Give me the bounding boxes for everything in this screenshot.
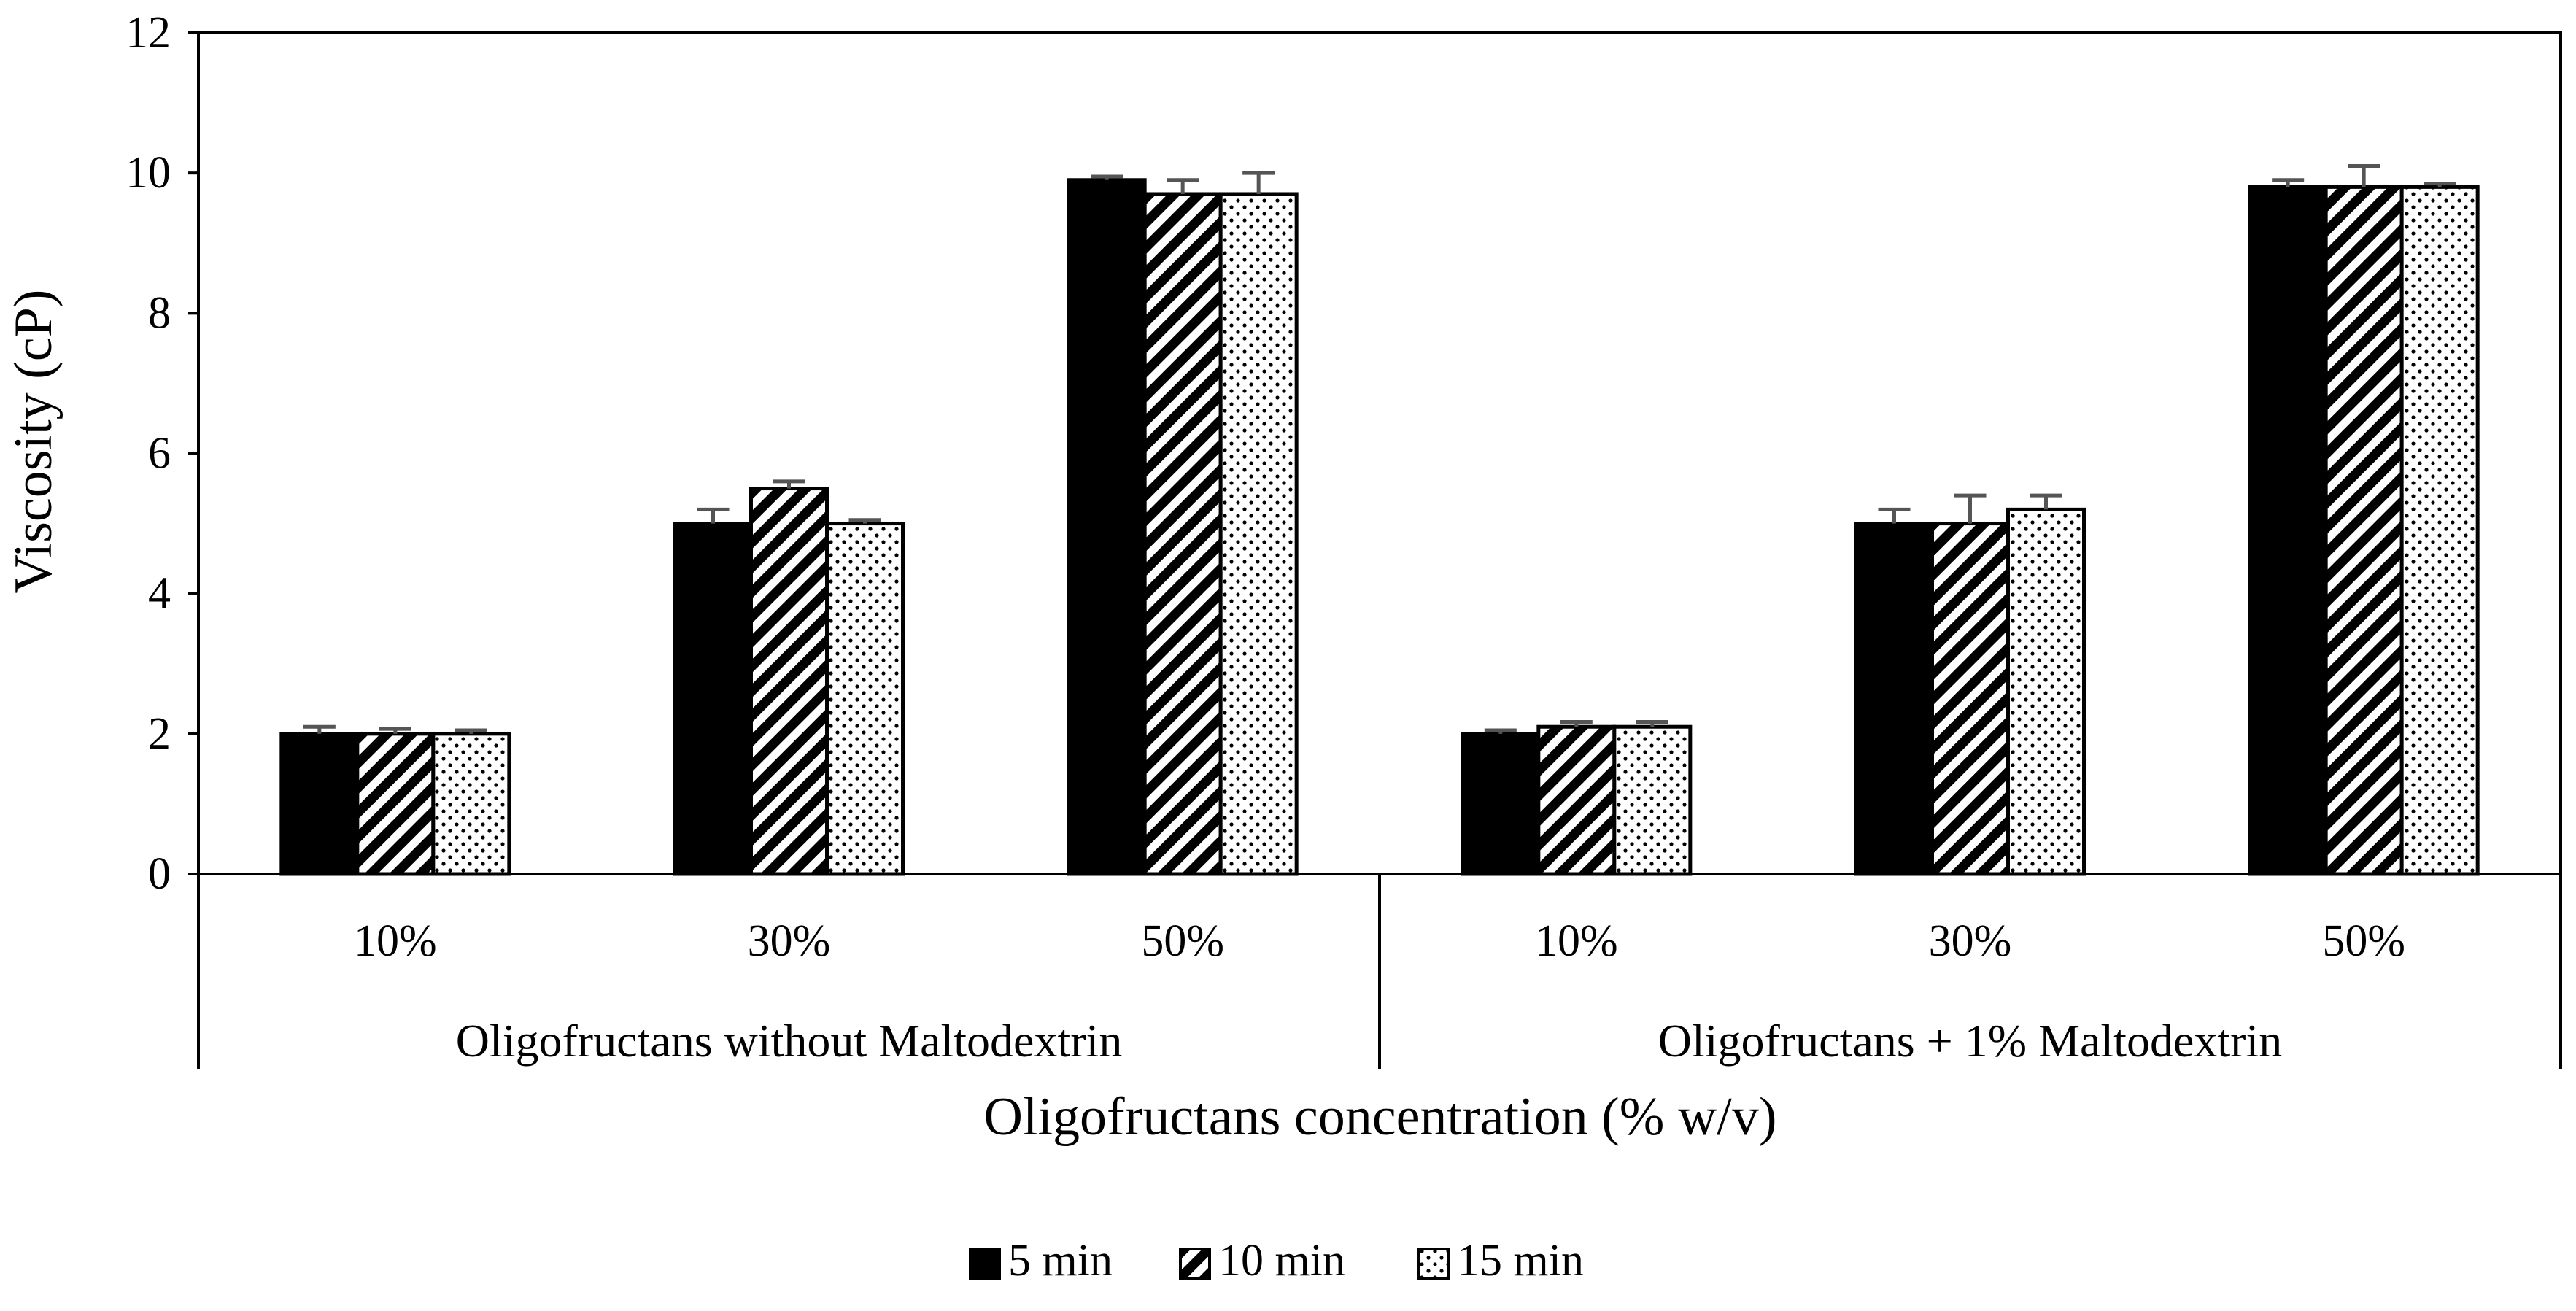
bar <box>1854 522 1934 876</box>
bar <box>749 487 829 876</box>
bar <box>1218 192 1299 876</box>
bar <box>355 732 436 876</box>
x-category-label: 50% <box>1141 916 1224 966</box>
bar <box>279 732 360 876</box>
legend-label: 5 min <box>1008 1236 1113 1285</box>
y-tick-label: 0 <box>148 849 171 899</box>
bar <box>2324 185 2404 876</box>
bar <box>673 522 753 876</box>
x-category-label: 10% <box>1535 916 1618 966</box>
plot-border <box>197 31 2562 875</box>
bar <box>1142 192 1223 876</box>
bar <box>2399 185 2480 876</box>
legend: 5 min 10 min 15 min <box>969 1236 1584 1285</box>
y-tick-label: 8 <box>148 288 171 338</box>
x-axis-title: Oligofructans concentration (% w/v) <box>983 1087 1776 1147</box>
x-category-label: 50% <box>2322 916 2405 966</box>
legend-swatch <box>969 1248 1001 1280</box>
x-category-label: 30% <box>1929 916 2012 966</box>
x-group-label: Oligofructans + 1% Maltodextrin <box>1658 1015 2282 1067</box>
bar <box>2248 185 2328 876</box>
x-axis: 10% 30% 50% 10% 30% 50% Oligofructans without … <box>197 874 2562 1069</box>
legend-label: 10 min <box>1218 1236 1345 1285</box>
bar <box>1930 522 2010 876</box>
bar <box>1461 732 1541 876</box>
bar <box>431 732 511 876</box>
plot-frame <box>197 31 2562 875</box>
y-tick-label: 6 <box>148 429 171 479</box>
y-axis-title: Viscosity (cP) <box>4 290 63 594</box>
legend-swatch <box>1179 1248 1211 1280</box>
x-group-label: Oligofructans without Maltodextrin <box>456 1015 1123 1067</box>
bar <box>1536 724 1617 876</box>
x-category-label: 30% <box>748 916 831 966</box>
y-tick-label: 10 <box>125 148 171 198</box>
legend-label: 15 min <box>1457 1236 1584 1285</box>
x-category-label: 10% <box>354 916 437 966</box>
bar <box>1067 178 1147 876</box>
y-tick-label: 4 <box>148 569 171 619</box>
bar <box>1612 724 1693 876</box>
y-tick-label: 2 <box>148 709 171 759</box>
legend-swatch <box>1417 1248 1450 1280</box>
bar <box>825 522 905 876</box>
bar <box>2006 507 2086 876</box>
y-tick-label: 12 <box>125 8 171 58</box>
y-axis: 0 2 4 6 8 10 12 <box>125 8 198 899</box>
bars <box>279 164 2480 876</box>
